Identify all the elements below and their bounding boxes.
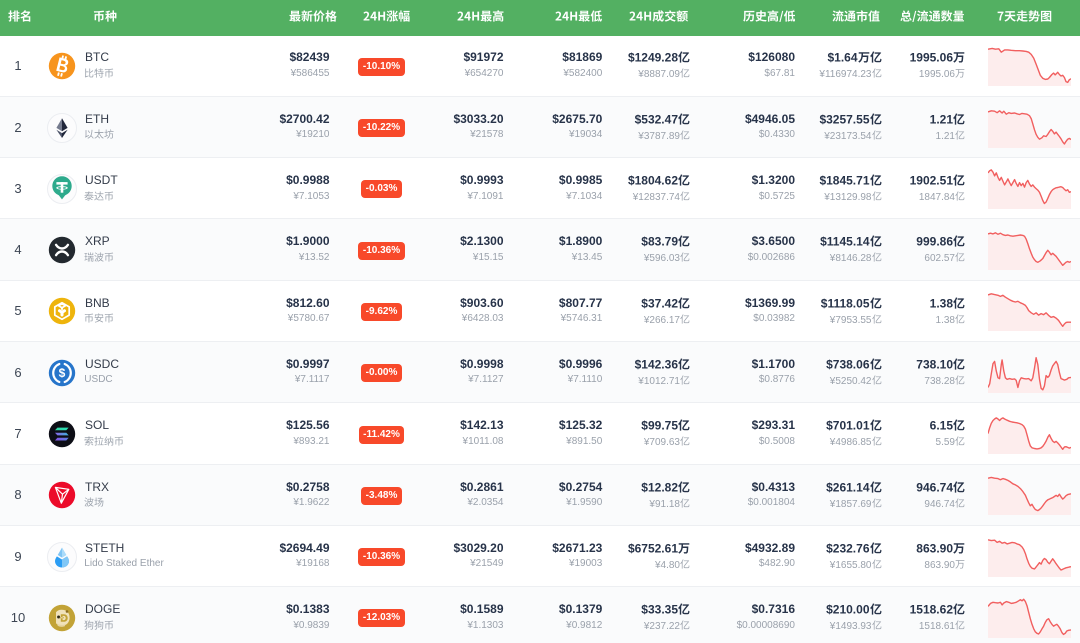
svg-text:$: $ bbox=[59, 366, 66, 380]
